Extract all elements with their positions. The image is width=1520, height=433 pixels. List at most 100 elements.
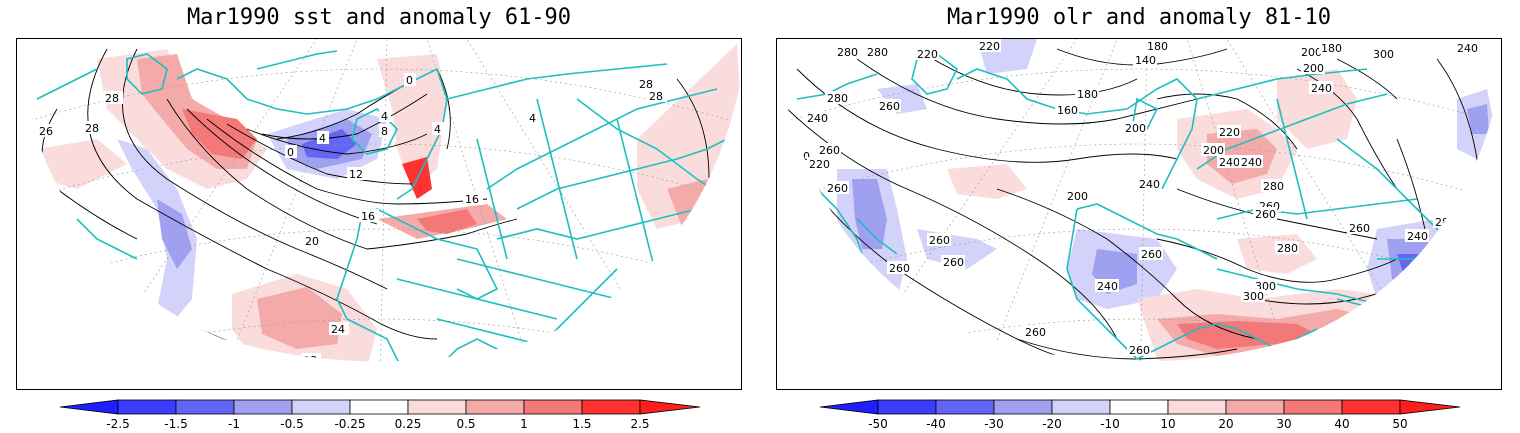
- olr-contour-labels: 280 280 220 220 140 180 200 180 300 240: [787, 39, 1479, 385]
- sst-contour-labels: 28 28 28 26 28 0 4 4 0 4 8: [37, 73, 667, 362]
- colorbar-swatch: [1225, 399, 1285, 415]
- contour-label: 16: [361, 210, 375, 223]
- colorbar-label: 2.5: [630, 417, 650, 431]
- contour-label: 260: [1025, 326, 1046, 339]
- contour-label: 260: [819, 144, 840, 157]
- contour-label: 180: [1077, 88, 1098, 101]
- contour-label: 200: [1301, 46, 1322, 59]
- colorbar-label: -20: [1042, 417, 1062, 431]
- colorbar-label: 30: [1276, 417, 1292, 431]
- contour-label: 220: [809, 158, 830, 171]
- colorbar-swatch: [993, 399, 1053, 415]
- contour-label: 240: [1099, 372, 1120, 385]
- colorbar-swatch: [117, 399, 177, 415]
- contour-label: 0: [287, 146, 294, 159]
- contour-label: 300: [1373, 48, 1394, 61]
- contour-label: 28: [105, 92, 119, 105]
- olr-anomaly-negative: [877, 84, 927, 114]
- colorbar-swatch: [1167, 399, 1227, 415]
- contour-label: 260: [929, 234, 950, 247]
- contour-label: 260: [1141, 248, 1162, 261]
- olr-colorbar: -50 -40 -30 -20 -10 10 20 30 40 50: [820, 399, 1462, 433]
- sst-map: 28 28 28 26 28 0 4 4 0 4 8: [16, 38, 742, 390]
- contour-label: 240: [1311, 82, 1332, 95]
- colorbar-label: 40: [1334, 417, 1350, 431]
- contour-label: 280: [1277, 242, 1298, 255]
- contour-label: 26: [39, 125, 53, 138]
- sst-warm-anomaly: [182, 109, 257, 159]
- olr-map-canvas: 280 280 220 220 140 180 200 180 300 240: [777, 39, 1501, 385]
- contour-label: 280: [837, 46, 858, 59]
- contour-label: 220: [917, 48, 938, 61]
- sst-cool-anomaly: [157, 199, 192, 269]
- colorbar-swatch: [407, 399, 467, 415]
- contour-label: 140: [1135, 54, 1156, 67]
- contour-label: 260: [1129, 344, 1150, 357]
- contour-label: 0: [406, 74, 413, 87]
- olr-anomaly-negative: [1467, 104, 1489, 134]
- colorbar-swatch: [349, 399, 409, 415]
- contour-label: 220: [1219, 126, 1240, 139]
- olr-anomaly-positive: [947, 164, 1027, 199]
- contour-label: 240: [1407, 230, 1428, 243]
- sst-colorbar: -2.5 -1.5 -1 -0.5 -0.25 0.25 0.5 1 1.5 2…: [60, 399, 702, 433]
- colorbar-label: 1: [520, 417, 528, 431]
- colorbar-label: -40: [926, 417, 946, 431]
- contour-label: 260: [943, 256, 964, 269]
- colorbar-swatch: [877, 399, 937, 415]
- contour-label: 28: [639, 78, 653, 91]
- contour-label: 260: [1349, 222, 1370, 235]
- contour-label: 240: [1457, 42, 1478, 55]
- colorbar-label: -1: [228, 417, 240, 431]
- olr-map: 280 280 220 220 140 180 200 180 300 240: [776, 38, 1502, 390]
- colorbar-label: 20: [1218, 417, 1234, 431]
- contour-label: 28: [649, 90, 663, 103]
- contour-label: 220: [1005, 350, 1026, 363]
- contour-label: 4: [529, 112, 536, 125]
- olr-colorbar-swatches: [820, 399, 1461, 415]
- contour-label: 200: [1067, 190, 1088, 203]
- colorbar-label: 10: [1160, 417, 1176, 431]
- contour-label: 180: [1147, 40, 1168, 53]
- contour-label: 28: [85, 122, 99, 135]
- contour-label: 220: [1423, 280, 1444, 293]
- colorbar-swatch: [1051, 399, 1111, 415]
- colorbar-swatch: [820, 399, 879, 415]
- colorbar-swatch: [175, 399, 235, 415]
- contour-label: 4: [319, 132, 326, 145]
- contour-label: 280: [867, 46, 888, 59]
- sst-colorbar-swatches: [60, 399, 701, 415]
- contour-label: 16: [465, 193, 479, 206]
- olr-anomaly-negative: [852, 179, 887, 249]
- colorbar-swatch: [639, 399, 701, 415]
- colorbar-swatch: [233, 399, 293, 415]
- colorbar-swatch: [291, 399, 351, 415]
- colorbar-swatch: [1109, 399, 1169, 415]
- sst-warm-anomaly: [257, 287, 342, 349]
- colorbar-swatch: [935, 399, 995, 415]
- contour-label: 260: [879, 100, 900, 113]
- contour-label: 260: [889, 262, 910, 275]
- contour-label: 280: [1435, 216, 1456, 229]
- colorbar-label: 1.5: [572, 417, 592, 431]
- colorbar-label: -50: [868, 417, 888, 431]
- contour-label: 24: [331, 323, 345, 336]
- contour-label: 20: [305, 235, 319, 248]
- contour-label: 280: [1263, 180, 1284, 193]
- contour-label: 200: [1125, 122, 1146, 135]
- contour-label: 240: [807, 112, 828, 125]
- contour-label: 260: [827, 182, 848, 195]
- contour-label: 240: [793, 188, 814, 201]
- colorbar-label: 50: [1392, 417, 1408, 431]
- contour-label: 4: [434, 123, 441, 136]
- sst-map-canvas: 28 28 28 26 28 0 4 4 0 4 8: [17, 39, 741, 362]
- contour-label: 200: [1425, 302, 1446, 315]
- contour-label: 200: [1303, 62, 1324, 75]
- colorbar-label: -10: [1100, 417, 1120, 431]
- colorbar-label: 0.25: [394, 417, 422, 431]
- colorbar-label: -0.5: [280, 417, 304, 431]
- sst-warm-anomaly: [417, 209, 477, 234]
- contour-label: 220: [979, 40, 1000, 53]
- contour-label: 180: [1321, 42, 1342, 55]
- colorbar-label: -1.5: [164, 417, 188, 431]
